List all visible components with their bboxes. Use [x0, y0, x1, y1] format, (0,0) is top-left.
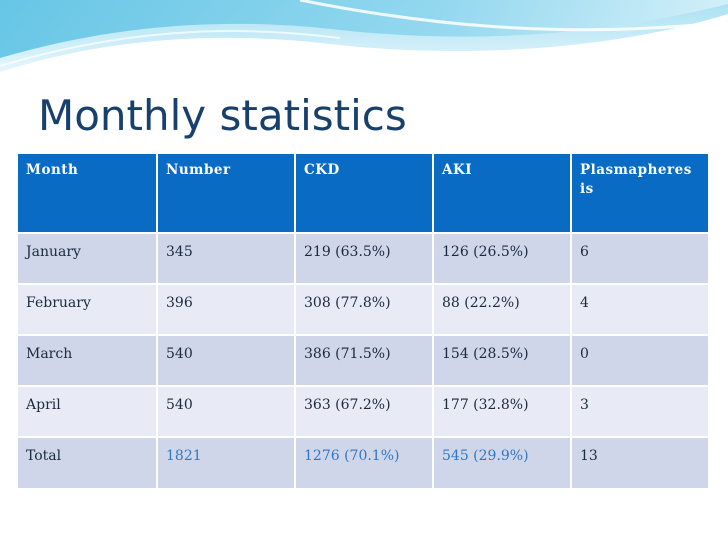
cell-month: April [18, 385, 157, 437]
header-aki: AKI [432, 154, 571, 233]
decorative-wave-banner [0, 0, 728, 72]
table-row-february: February 396 308 (77.8%) 88 (22.2%) 4 [18, 283, 708, 335]
cell-ckd: 308 (77.8%) [294, 283, 433, 335]
cell-month: March [18, 334, 157, 386]
cell-aki: 126 (26.5%) [432, 232, 571, 284]
cell-aki: 177 (32.8%) [432, 385, 571, 437]
table-row-total: Total 1821 1276 (70.1%) 545 (29.9%) 13 [18, 436, 708, 488]
header-month: Month [18, 154, 157, 233]
slide-title: Monthly statistics [38, 91, 407, 140]
header-number: Number [156, 154, 295, 233]
cell-number: 540 [156, 334, 295, 386]
cell-plasmapheresis: 0 [570, 334, 708, 386]
cell-aki: 88 (22.2%) [432, 283, 571, 335]
cell-ckd: 219 (63.5%) [294, 232, 433, 284]
header-plasmapheresis-line-1: Plasmapheres [580, 162, 692, 178]
table-header-row: Month Number CKD AKI Plasmapheres is [18, 154, 708, 233]
cell-ckd: 363 (67.2%) [294, 385, 433, 437]
cell-ckd: 1276 (70.1%) [294, 436, 433, 488]
cell-number: 540 [156, 385, 295, 437]
cell-plasmapheresis: 3 [570, 385, 708, 437]
cell-aki: 154 (28.5%) [432, 334, 571, 386]
cell-ckd: 386 (71.5%) [294, 334, 433, 386]
cell-month: January [18, 232, 157, 284]
table-row-january: January 345 219 (63.5%) 126 (26.5%) 6 [18, 232, 708, 284]
cell-aki: 545 (29.9%) [432, 436, 571, 488]
cell-number: 396 [156, 283, 295, 335]
header-ckd: CKD [294, 154, 433, 233]
cell-number: 345 [156, 232, 295, 284]
header-plasmapheresis: Plasmapheres is [570, 154, 708, 233]
monthly-statistics-table: Month Number CKD AKI Plasmapheres is Janu… [18, 154, 708, 488]
cell-plasmapheresis: 13 [570, 436, 708, 488]
cell-month: Total [18, 436, 157, 488]
cell-month: February [18, 283, 157, 335]
cell-plasmapheresis: 4 [570, 283, 708, 335]
cell-plasmapheresis: 6 [570, 232, 708, 284]
table-row-april: April 540 363 (67.2%) 177 (32.8%) 3 [18, 385, 708, 437]
table-row-march: March 540 386 (71.5%) 154 (28.5%) 0 [18, 334, 708, 386]
header-plasmapheresis-line-2: is [580, 181, 594, 197]
cell-number: 1821 [156, 436, 295, 488]
